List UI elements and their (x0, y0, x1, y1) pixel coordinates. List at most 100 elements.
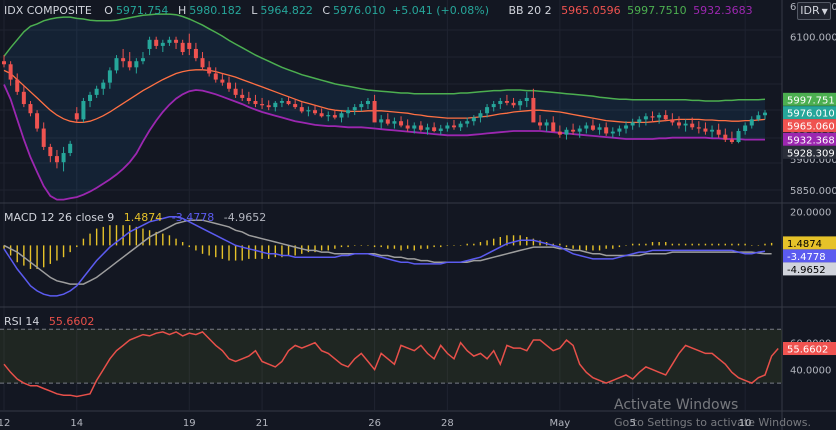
macd-histogram-bar (360, 245, 363, 246)
symbol-name[interactable]: IDX COMPOSITE (4, 4, 92, 17)
macd-histogram-bar (387, 245, 389, 249)
macd-histogram-bar (631, 243, 634, 246)
macd-histogram-bar (267, 245, 270, 259)
macd-histogram-bar (598, 245, 601, 251)
candle-body (485, 107, 490, 114)
candle-body (392, 121, 397, 124)
candle-body (736, 130, 741, 143)
candle-body (207, 67, 212, 74)
value-tag-label: 5932.368 (787, 135, 835, 146)
bb-upper-value: 5997.7510 (627, 4, 687, 17)
candle-body (21, 91, 26, 105)
candle-body (193, 48, 198, 59)
candle-body (564, 129, 569, 135)
candle-body (385, 119, 390, 124)
candle-body (557, 131, 562, 135)
macd-histogram-bar (201, 245, 204, 254)
candle-body (577, 128, 582, 132)
macd-histogram-bar (3, 245, 5, 249)
close-value: 5976.010 (333, 4, 386, 17)
macd-histogram-bar (347, 245, 349, 248)
macd-histogram-bar (506, 235, 508, 246)
macd-histogram-bar (393, 245, 396, 249)
candle-body (147, 39, 152, 49)
macd-label[interactable]: MACD 12 26 close 9 (4, 211, 115, 224)
macd-histogram-bar (102, 226, 104, 246)
macd-histogram-bar (234, 245, 237, 261)
candle-body (663, 115, 668, 120)
candle-body (200, 58, 205, 68)
macd-histogram-bar (473, 243, 475, 246)
change-value: +5.041 (+0.08%) (392, 4, 489, 17)
macd-histogram-bar (82, 238, 85, 246)
candle-body (432, 127, 437, 131)
open-value: 5971.754 (115, 4, 169, 17)
candle-body (15, 79, 20, 92)
value-tag-label: 5976.010 (787, 109, 835, 120)
candle-body (253, 101, 258, 105)
macd-histogram-bar (215, 245, 217, 258)
macd-histogram-bar (228, 245, 230, 261)
candle-body (590, 125, 595, 130)
candle-body (471, 117, 476, 122)
macd-histogram-bar (552, 243, 554, 246)
macd-histogram-bar (678, 243, 680, 246)
bb-upper-line (3, 13, 766, 102)
price-tick-label: 5850.000 (790, 186, 836, 197)
candle-body (637, 119, 642, 123)
macd-line-value: -3.4778 (171, 211, 215, 224)
time-axis-label: 19 (183, 418, 196, 429)
candle-body (28, 104, 33, 114)
candle-body (273, 102, 278, 108)
macd-histogram-bar (89, 233, 91, 246)
macd-histogram-bar (400, 245, 402, 251)
candle-body (319, 113, 324, 117)
value-tag-bg (783, 342, 836, 356)
value-tag-bg (783, 145, 836, 159)
candle-body (379, 119, 384, 123)
macd-histogram-bar (731, 243, 733, 246)
macd-histogram-bar (314, 245, 316, 253)
macd-histogram-bar (691, 243, 693, 246)
candle-body (306, 110, 311, 112)
bb-label[interactable]: BB 20 2 (508, 4, 552, 17)
macd-histogram-bar (440, 245, 442, 248)
candle-body (372, 101, 377, 123)
macd-histogram-bar (23, 245, 25, 266)
macd-histogram-bar (254, 245, 257, 259)
macd-histogram-bar (466, 243, 468, 246)
value-tag-label: 1.4874 (787, 239, 822, 250)
macd-histogram-bar (340, 245, 343, 248)
macd-histogram-bar (671, 243, 674, 246)
macd-histogram-bar (711, 243, 713, 246)
candle-body (756, 115, 761, 120)
macd-histogram-bar (354, 245, 356, 246)
value-tag-bg (783, 106, 836, 120)
macd-histogram-bar (512, 235, 515, 246)
candle-body (127, 61, 132, 68)
macd-histogram-bar (175, 238, 177, 246)
low-value: 5964.822 (260, 4, 313, 17)
candle-body (154, 39, 159, 46)
macd-histogram-bar (433, 245, 435, 248)
rsi-label[interactable]: RSI 14 (4, 315, 40, 328)
macd-histogram-bar (56, 245, 58, 261)
currency-button[interactable]: IDR ▼ (797, 2, 831, 20)
macd-histogram-bar (704, 243, 707, 246)
macd-histogram-bar (459, 245, 462, 246)
candle-body (365, 101, 370, 105)
candle-body (107, 70, 112, 83)
candle-body (531, 97, 536, 123)
candle-body (518, 101, 523, 106)
macd-histogram-bar (301, 245, 303, 254)
macd-histogram-bar (334, 245, 336, 249)
rsi-value: 55.6602 (48, 315, 95, 328)
candle-body (326, 115, 331, 117)
macd-histogram-bar (770, 242, 773, 246)
macd-histogram-bar (717, 243, 720, 246)
macd-histogram-bar (605, 245, 607, 249)
macd-histogram-bar (320, 245, 323, 251)
candle-body (451, 125, 456, 128)
macd-histogram-bar (43, 245, 45, 268)
